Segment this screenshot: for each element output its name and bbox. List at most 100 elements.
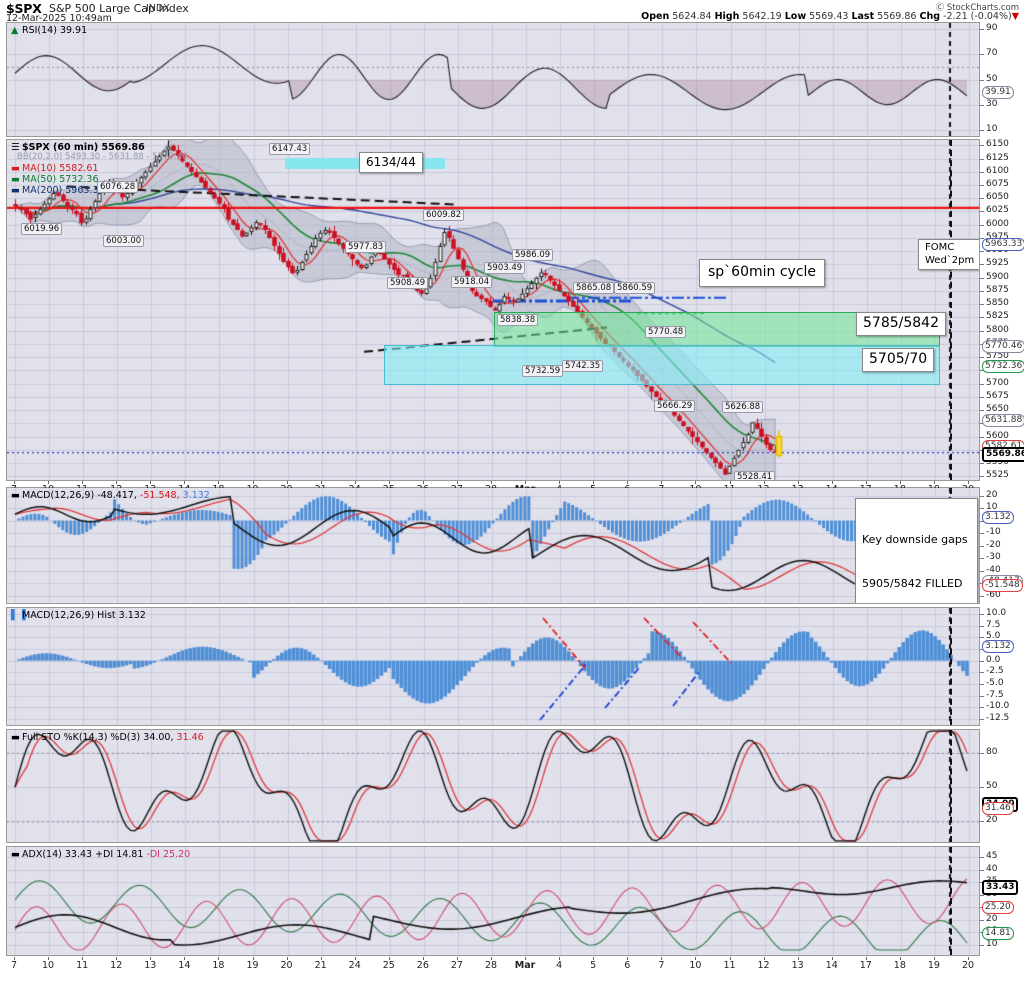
axis-tick-mark (525, 481, 526, 484)
macd-value: -48.417, (97, 490, 137, 501)
rsi-plot (7, 23, 979, 136)
axis-tick-mark (491, 957, 492, 960)
axis-tick-mark (218, 957, 219, 960)
axis-tick-mark (287, 481, 288, 484)
price-extreme-label: 5838.38 (497, 314, 539, 326)
adx-value: 33.43 (64, 849, 93, 860)
axis-tick-mark (593, 481, 594, 484)
date-axis-label: 14 (825, 960, 838, 971)
date-axis-label: 12 (757, 960, 770, 971)
price-extreme-label: 5626.88 (722, 401, 764, 413)
pdi-label: +DI (95, 849, 114, 860)
price-extreme-label: 5732.59 (522, 365, 564, 377)
macd-histogram-plot (7, 608, 979, 725)
sto-d-value: 31.46 (176, 732, 204, 743)
axis-value-badge: 33.43 (982, 880, 1019, 896)
price-extreme-label: 5977.83 (345, 241, 387, 253)
high-value: 5642.19 (742, 11, 782, 22)
ma10-text: MA(10) 5582.61 (22, 163, 99, 174)
price-extreme-label: 6009.82 (423, 209, 465, 221)
axis-value-badge: 5963.33 (982, 238, 1024, 252)
histogram-icon: ▌▐ (11, 610, 26, 621)
price-y-axis: 6150612561006075605060256000597559505925… (980, 139, 1024, 481)
axis-value-badge: 3.132 (982, 510, 1014, 524)
mdi-label: -DI (146, 849, 160, 860)
annotation-6134-44: 6134/44 (359, 152, 423, 173)
price-extreme-label: 5865.08 (573, 282, 615, 294)
axis-value-badge: 31.46 (982, 802, 1014, 816)
axis-tick-mark (627, 957, 628, 960)
axis-tick-mark (253, 481, 254, 484)
axis-tick-mark (695, 481, 696, 484)
price-legend-main: ☰ $SPX (60 min) 5569.86 (11, 142, 145, 153)
ma50-text: MA(50) 5732.36 (22, 174, 99, 185)
axis-tick-mark (355, 957, 356, 960)
date-axis-label: 7 (10, 960, 18, 971)
axis-tick-mark (389, 957, 390, 960)
macd-histogram-panel: ▌▐MACD(12,26,9) Hist 3.132 (6, 607, 980, 726)
axis-tick-mark (287, 957, 288, 960)
exchange-label: INDX (146, 3, 170, 14)
sto-y-axis: 80502034.0031.46 (980, 729, 1024, 843)
price-plot (7, 140, 979, 480)
axis-tick-mark (116, 481, 117, 484)
price-extreme-label: 5986.09 (512, 249, 554, 261)
rsi-y-axis: 90 70 50 30 10 39.91 (980, 22, 1024, 137)
ohlc-quote-bar: Open 5624.84 High 5642.19 Low 5569.43 La… (641, 11, 1019, 22)
date-axis-label: 10 (689, 960, 702, 971)
axis-tick-mark (832, 481, 833, 484)
zone-5705-5770 (384, 345, 940, 385)
axis-value-badge: 14.81 (982, 926, 1014, 940)
macd-y-axis: 20100-10-20-30-40-50-603.132-48.417-51.5… (980, 487, 1024, 604)
adx-panel: ▬ ADX(14) 33.43 +DI 14.81 -DI 25.20 (6, 846, 980, 956)
macd-legend-prefix: MACD(12,26,9) (22, 490, 95, 501)
axis-value-badge: 5770.46 (982, 340, 1024, 354)
chg-label: Chg (919, 11, 941, 22)
axis-value-badge: 5631.88 (982, 413, 1024, 427)
axis-tick-mark (627, 481, 628, 484)
fomc-vertical-line (950, 140, 952, 480)
axis-tick-mark (798, 481, 799, 484)
chart-header: $SPX S&P 500 Large Cap Index INDX 12-Mar… (0, 0, 1024, 24)
axis-tick-mark (934, 957, 935, 960)
axis-tick-mark (900, 957, 901, 960)
stochastics-panel: ▬ Full STO %K(14,3) %D(3) 34.00, 31.46 (6, 729, 980, 843)
axis-tick-mark (321, 957, 322, 960)
date-axis-label: 20 (280, 960, 293, 971)
axis-tick-mark (184, 957, 185, 960)
price-extreme-label: 5666.29 (654, 400, 696, 412)
adx-legend-prefix: ADX(14) (22, 849, 62, 860)
textbox-line-1: 5905/5842 FILLED (862, 577, 963, 591)
date-axis-label: 13 (144, 960, 157, 971)
axis-tick-mark (730, 481, 731, 484)
date-axis-bottom: 7 10 11 12 13 14 18 19 20 21 24 25 26 27 28 Mar 4 5 6 7 10 11… (6, 957, 980, 979)
rsi-panel: ▲ RSI(14) 39.91 (6, 22, 980, 137)
date-axis-label: 27 (450, 960, 463, 971)
adx-line-icon: ▬ (11, 849, 20, 860)
axis-tick-mark (150, 957, 151, 960)
axis-value-badge: 5569.86 (982, 446, 1024, 462)
axis-tick-mark (866, 957, 867, 960)
price-extreme-label: 6076.28 (97, 181, 139, 193)
sto-legend-prefix: Full STO %K(14,3) %D(3) (22, 732, 141, 743)
quote-datetime: 12-Mar-2025 10:49am (6, 13, 112, 24)
date-axis-label: 18 (893, 960, 906, 971)
axis-tick-mark (423, 957, 424, 960)
price-legend-bb: BB(20,2.0) 5493.30 - 5631.88 - 5770.46 (17, 152, 188, 162)
date-axis-label: 5 (590, 960, 597, 971)
price-extreme-label: 6147.43 (269, 143, 311, 155)
rsi-legend: ▲ RSI(14) 39.91 (11, 25, 87, 36)
price-legend-ma200: ▬ MA(200) 5963.33 (11, 185, 105, 196)
axis-tick-mark (355, 481, 356, 484)
date-axis-label: 13 (791, 960, 804, 971)
date-axis-label: 26 (416, 960, 429, 971)
date-axis-label: 19 (246, 960, 259, 971)
axis-tick-mark (48, 957, 49, 960)
price-extreme-label: 5860.59 (614, 282, 656, 294)
price-extreme-label: 5742.35 (562, 360, 604, 372)
date-axis-label: 18 (212, 960, 225, 971)
rsi-legend-text: RSI(14) 39.91 (22, 25, 88, 36)
axis-tick-mark (525, 957, 526, 960)
